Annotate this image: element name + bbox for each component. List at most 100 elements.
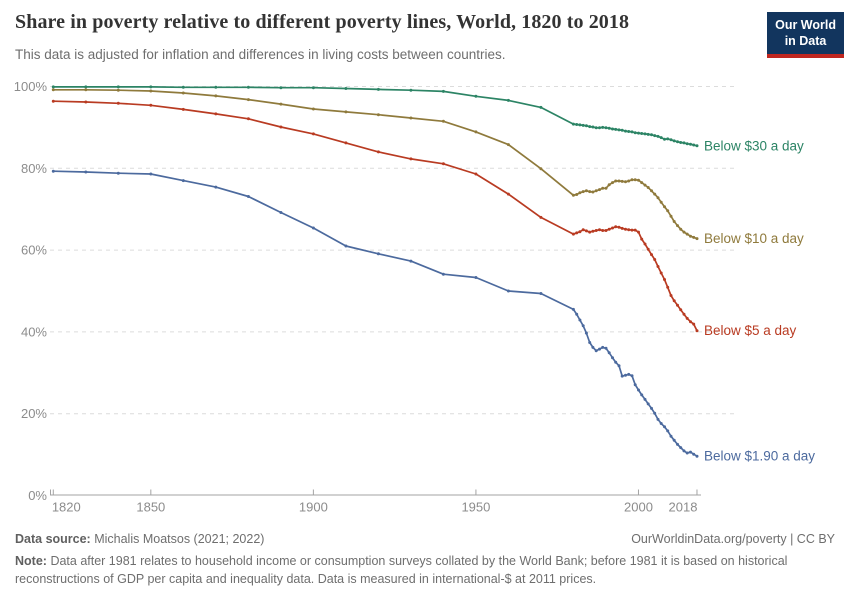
- series-point-below-30-a-day-1988: [598, 126, 601, 130]
- series-point-below-1-90-a-day-1890: [279, 211, 283, 214]
- series-point-below-30-a-day-1981: [575, 123, 579, 126]
- series-point-below-5-a-day-2016: [689, 320, 692, 324]
- series-point-below-5-a-day-1850: [149, 103, 153, 107]
- data-source-label: Data source:: [15, 532, 91, 546]
- series-point-below-10-a-day-1980: [571, 193, 575, 197]
- series-point-below-5-a-day-1982: [578, 230, 582, 234]
- x-tick-label-1850: 1850: [136, 500, 165, 515]
- series-point-below-5-a-day-2011: [672, 299, 676, 303]
- series-point-below-30-a-day-1860: [181, 85, 185, 89]
- series-point-below-5-a-day-1840: [116, 101, 120, 105]
- series-point-below-1-90-a-day-2008: [663, 425, 666, 429]
- series-point-below-1-90-a-day-1992: [611, 356, 614, 360]
- series-point-below-5-a-day-1990: [604, 229, 608, 232]
- x-tick-label-1950: 1950: [461, 500, 490, 515]
- series-point-below-30-a-day-1820: [51, 85, 55, 89]
- owid-logo-line2: in Data: [784, 34, 827, 49]
- series-point-below-10-a-day-2017: [692, 235, 696, 239]
- series-point-below-30-a-day-1991: [607, 126, 611, 130]
- series-point-below-1-90-a-day-1986: [591, 345, 595, 349]
- series-point-below-5-a-day-2007: [659, 271, 663, 275]
- series-point-below-30-a-day-1920: [376, 87, 380, 91]
- series-point-below-30-a-day-2009: [666, 137, 670, 141]
- series-point-below-5-a-day-1981: [575, 231, 579, 235]
- series-point-below-10-a-day-1992: [611, 181, 614, 185]
- series-point-below-30-a-day-2011: [672, 139, 676, 143]
- series-point-below-1-90-a-day-2001: [640, 393, 644, 397]
- series-point-below-1-90-a-day-1930: [409, 259, 413, 263]
- series-point-below-30-a-day-1900: [311, 86, 315, 90]
- series-point-below-10-a-day-1998: [630, 178, 634, 182]
- owid-logo[interactable]: Our World in Data: [767, 12, 844, 58]
- series-point-below-10-a-day-1970: [539, 167, 543, 171]
- series-point-below-10-a-day-1988: [598, 188, 601, 192]
- series-point-below-1-90-a-day-1982: [578, 318, 582, 322]
- series-line-below-5-a-day[interactable]: [52, 100, 698, 332]
- series-line-below-10-a-day[interactable]: [52, 88, 698, 240]
- series-point-below-5-a-day-1900: [311, 132, 315, 136]
- y-tick-label-40: 40%: [21, 324, 47, 339]
- series-point-below-5-a-day-1998: [630, 228, 634, 232]
- series-point-below-30-a-day-1970: [539, 105, 543, 109]
- series-point-below-1-90-a-day-1870: [214, 185, 218, 189]
- series-label-below-30-a-day[interactable]: Below $30 a day: [704, 138, 804, 153]
- series-point-below-30-a-day-2002: [643, 132, 647, 136]
- series-point-below-1-90-a-day-1999: [633, 383, 637, 387]
- series-line-below-30-a-day[interactable]: [52, 86, 698, 147]
- series-point-below-30-a-day-2014: [682, 141, 686, 145]
- series-point-below-5-a-day-1988: [598, 228, 601, 232]
- series-point-below-30-a-day-2010: [669, 138, 673, 142]
- series-point-below-5-a-day-2008: [663, 278, 666, 281]
- series-point-below-30-a-day-1994: [617, 128, 621, 132]
- series-point-below-1-90-a-day-1987: [594, 349, 598, 353]
- series-point-below-5-a-day-2015: [685, 316, 689, 320]
- series-point-below-10-a-day-1920: [376, 113, 380, 117]
- series-point-below-1-90-a-day-1950: [474, 276, 478, 279]
- series-point-below-5-a-day-1987: [594, 229, 598, 232]
- series-point-below-5-a-day-2009: [666, 285, 670, 289]
- series-point-below-5-a-day-2002: [643, 242, 647, 246]
- series-point-below-10-a-day-2003: [646, 186, 650, 189]
- chart-note: Note: Data after 1981 relates to househo…: [15, 552, 833, 588]
- series-point-below-10-a-day-1880: [246, 98, 250, 102]
- series-point-below-5-a-day-1996: [624, 227, 627, 231]
- series-point-below-30-a-day-2017: [692, 143, 696, 147]
- y-tick-label-20: 20%: [21, 406, 47, 421]
- series-point-below-5-a-day-2005: [653, 258, 657, 261]
- series-point-below-30-a-day-1989: [601, 125, 605, 129]
- series-point-below-1-90-a-day-1993: [614, 360, 618, 364]
- series-point-below-1-90-a-day-1996: [624, 373, 627, 377]
- series-point-below-1-90-a-day-1983: [581, 324, 585, 328]
- series-point-below-10-a-day-1985: [588, 190, 592, 194]
- series-point-below-30-a-day-1830: [84, 85, 88, 89]
- chart-subtitle: This data is adjusted for inflation and …: [15, 47, 506, 62]
- series-point-below-1-90-a-day-1995: [620, 374, 624, 378]
- credit-link[interactable]: OurWorldinData.org/poverty | CC BY: [631, 532, 835, 546]
- series-point-below-1-90-a-day-2004: [650, 406, 653, 410]
- series-point-below-10-a-day-2013: [679, 227, 683, 231]
- series-point-below-10-a-day-2011: [672, 220, 676, 223]
- series-point-below-10-a-day-1840: [116, 88, 120, 92]
- series-point-below-30-a-day-1890: [279, 86, 283, 90]
- series-label-below-10-a-day[interactable]: Below $10 a day: [704, 231, 804, 246]
- series-label-below-5-a-day[interactable]: Below $5 a day: [704, 323, 797, 338]
- series-point-below-5-a-day-1830: [84, 100, 88, 104]
- series-point-below-5-a-day-1983: [581, 228, 585, 232]
- series-point-below-30-a-day-2008: [663, 137, 666, 141]
- series-point-below-10-a-day-1940: [441, 119, 445, 123]
- series-point-below-1-90-a-day-1984: [584, 331, 588, 335]
- series-point-below-1-90-a-day-1960: [506, 289, 510, 293]
- series-label-below-1-90-a-day[interactable]: Below $1.90 a day: [704, 449, 815, 464]
- series-point-below-10-a-day-1982: [578, 191, 582, 195]
- series-point-below-10-a-day-1950: [474, 130, 478, 134]
- series-point-below-30-a-day-1984: [584, 124, 588, 128]
- series-point-below-10-a-day-1983: [581, 190, 585, 194]
- series-point-below-1-90-a-day-2012: [676, 442, 679, 446]
- series-point-below-1-90-a-day-1910: [344, 244, 348, 248]
- series-point-below-30-a-day-1980: [571, 122, 575, 126]
- series-point-below-30-a-day-1960: [506, 98, 510, 102]
- series-point-below-30-a-day-2003: [646, 132, 650, 136]
- series-point-below-30-a-day-2015: [685, 142, 689, 146]
